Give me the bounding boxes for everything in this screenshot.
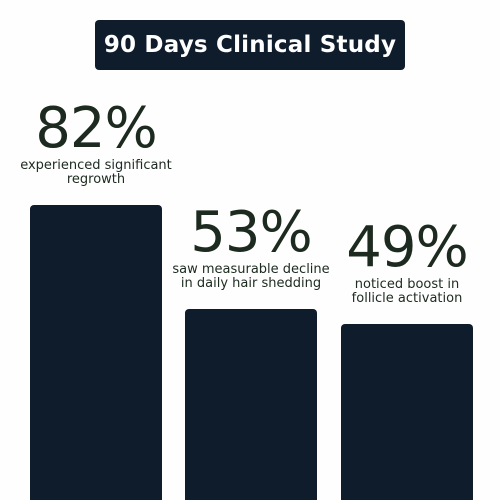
caption-3: noticed boost in follicle activation [322, 276, 492, 306]
chart-title: 90 Days Clinical Study [103, 32, 397, 58]
caption-2-line-1: saw measurable decline [172, 262, 330, 278]
bar-3 [341, 323, 473, 500]
caption-1: experienced significant regrowth [11, 157, 181, 187]
caption-3-line-2: follicle activation [351, 290, 463, 306]
value-label-1: 82% [35, 95, 157, 161]
caption-2-line-2: in daily hair shedding [180, 276, 322, 292]
caption-2: saw measurable decline in daily hair she… [166, 263, 336, 291]
bar-1 [30, 204, 162, 500]
caption-1-line-1: experienced significant [20, 157, 172, 173]
value-label-2: 53% [190, 200, 312, 266]
caption-3-line-1: noticed boost in [354, 276, 460, 292]
chart-title-box: 90 Days Clinical Study [95, 20, 405, 70]
caption-1-line-2: regrowth [66, 171, 126, 187]
bar-2 [185, 309, 317, 500]
value-label-3: 49% [346, 214, 468, 280]
